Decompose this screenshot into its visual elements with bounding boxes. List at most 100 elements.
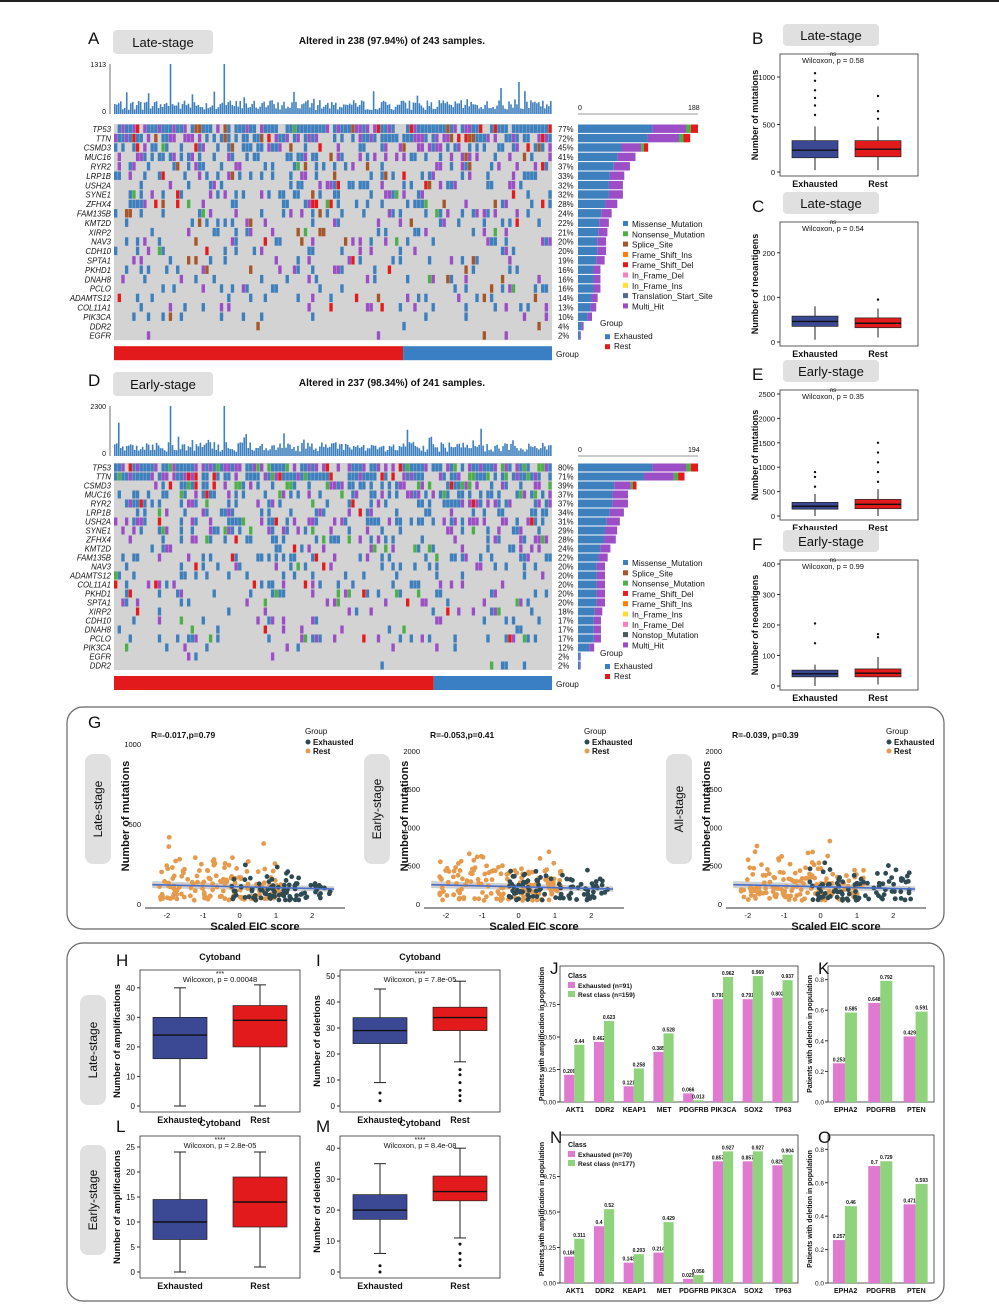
tmb-bar	[490, 449, 492, 456]
mutation-cell	[132, 256, 136, 265]
mutation-cell	[449, 472, 454, 481]
mutation-cell	[376, 634, 381, 643]
point-rest	[451, 868, 457, 874]
tmb-bar	[197, 104, 200, 114]
freq-bar	[578, 133, 648, 143]
tmb-bar	[193, 450, 196, 456]
outlier	[458, 1251, 462, 1255]
point-exhausted	[908, 896, 914, 902]
mutation-cell	[530, 517, 534, 526]
tmb-bar	[468, 106, 470, 114]
mutation-cell	[179, 526, 184, 535]
outlier	[876, 461, 880, 464]
gene-pct: 34%	[558, 509, 574, 518]
mutation-cell	[333, 634, 337, 643]
stat-I: Wilcoxon, p = 7.8e-05	[384, 975, 457, 984]
freq-bar	[578, 227, 599, 237]
point-exhausted	[287, 897, 292, 903]
mutation-cell	[479, 124, 483, 133]
mutation-cell	[515, 265, 519, 274]
mutation-cell	[526, 303, 530, 312]
tmb-bar	[336, 109, 339, 114]
mutation-cell	[194, 162, 198, 171]
point-exhausted	[881, 892, 887, 897]
cytoband-title-L: Cytoband	[199, 1118, 241, 1128]
mutation-cell	[296, 133, 300, 143]
bar-value-label: 0.802	[771, 992, 784, 998]
mutation-cell	[322, 124, 326, 133]
mutation-cell	[424, 312, 428, 321]
mutation-cell	[205, 535, 209, 544]
mutation-cell	[187, 199, 191, 209]
mutation-cell	[194, 481, 198, 490]
mutation-cell	[424, 293, 428, 303]
mutation-cell	[475, 562, 479, 571]
mutation-cell	[270, 463, 275, 472]
mutation-cell	[504, 463, 508, 472]
y-tick-label: 0.8	[815, 977, 824, 984]
y-label-N: Patients with amplification in populatio…	[539, 1142, 546, 1276]
mutation-cell	[336, 535, 340, 544]
mutation-cell	[179, 571, 184, 580]
tmb-bar	[183, 100, 186, 114]
mutation-cell	[416, 490, 421, 499]
mutation-cell	[504, 331, 508, 340]
tmb-bar	[291, 102, 293, 114]
point-rest	[199, 861, 204, 867]
mutation-cell	[263, 124, 267, 133]
mutation-cell	[143, 152, 147, 162]
mutation-cell	[296, 180, 300, 190]
mutation-cell	[135, 237, 140, 246]
mutation-cell	[311, 472, 315, 481]
mutation-cell	[515, 526, 519, 535]
point-rest	[789, 877, 795, 883]
point-exhausted	[327, 889, 333, 895]
tmb-bar	[149, 108, 152, 114]
mutation-cell	[438, 143, 443, 152]
freq-bar	[578, 246, 598, 256]
x-tick-label: 1	[553, 911, 557, 920]
mutation-cell	[256, 481, 260, 490]
mutation-cell	[212, 481, 216, 490]
tmb-bar	[404, 446, 407, 456]
stage-tag-scatter-0-bg	[85, 754, 111, 864]
mutation-cell	[522, 562, 527, 571]
bar-value-label: 0.311	[573, 1233, 585, 1239]
mutation-cell	[311, 265, 315, 274]
mutation-cell	[190, 152, 194, 162]
mutation-cell	[511, 171, 516, 180]
point-rest	[748, 886, 754, 892]
freq-bar	[578, 661, 580, 670]
mutation-cell	[471, 526, 476, 535]
point-rest	[437, 874, 443, 880]
mutation-cell	[453, 517, 457, 526]
mutation-cell	[318, 124, 322, 133]
mutation-cell	[453, 143, 457, 152]
mutation-cell	[497, 124, 501, 133]
tmb-bar	[414, 102, 417, 114]
mutation-cell	[132, 162, 136, 171]
mutation-cell	[486, 634, 490, 643]
mutation-cell	[329, 535, 333, 544]
bar-value-label: 0.585	[845, 1007, 858, 1013]
gene-label-DDR2: DDR2	[90, 662, 112, 671]
point-rest	[192, 888, 198, 894]
mutation-cell	[183, 490, 187, 499]
point-exhausted	[880, 881, 886, 887]
point-exhausted	[822, 860, 828, 866]
freq-bar	[578, 634, 594, 643]
mutation-cell	[223, 463, 227, 472]
frequency-bars-D	[578, 463, 698, 670]
mutation-cell	[548, 553, 552, 562]
tmb-bar	[402, 100, 405, 114]
mutation-cell	[194, 562, 198, 571]
mutation-cell	[325, 199, 330, 209]
point-rest	[194, 873, 200, 879]
tmb-bar	[161, 107, 164, 114]
mutation-cell	[387, 481, 392, 490]
point-rest	[810, 849, 815, 855]
tmb-bar	[329, 446, 331, 456]
mutation-cell	[457, 143, 461, 152]
mutation-cell	[135, 293, 140, 303]
gene-label-KMT2D: KMT2D	[85, 219, 112, 228]
